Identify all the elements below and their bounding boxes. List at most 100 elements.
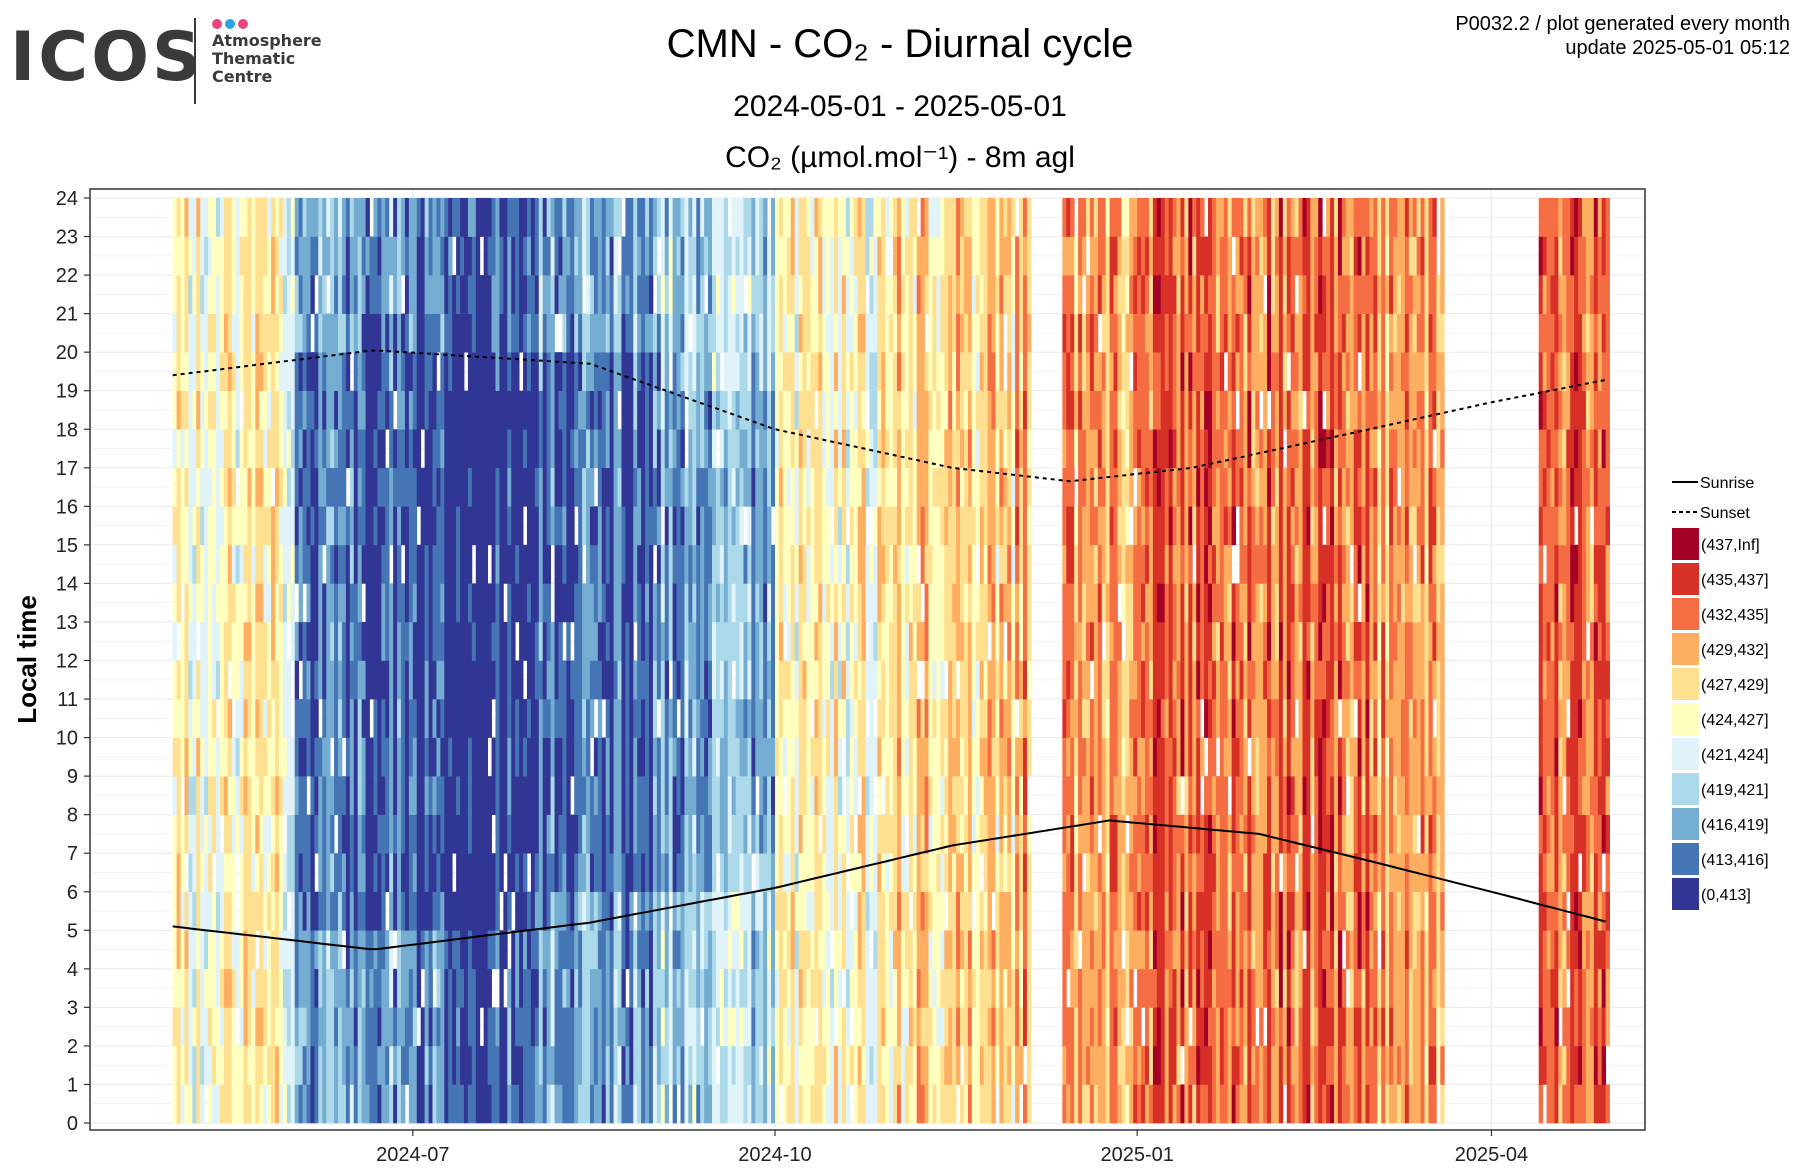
heatmap-cell: [519, 275, 524, 314]
heatmap-cell: [897, 737, 902, 777]
heatmap-cell: [759, 1045, 764, 1085]
heatmap-cell: [215, 660, 221, 700]
heatmap-cell: [743, 621, 748, 661]
heatmap-cell: [479, 968, 485, 1008]
heatmap-cell: [495, 930, 500, 970]
heatmap-cell: [503, 737, 508, 777]
heatmap-cell: [908, 583, 914, 623]
heatmap-cell: [645, 313, 650, 353]
heatmap-cell: [735, 621, 740, 661]
heatmap-cell: [802, 236, 807, 276]
heatmap-cell: [393, 544, 398, 584]
heatmap-cell: [582, 313, 587, 353]
heatmap-cell: [641, 313, 646, 353]
heatmap-cell: [782, 429, 788, 469]
heatmap-cell: [924, 776, 929, 815]
heatmap-cell: [586, 506, 591, 546]
heatmap-cell: [239, 660, 244, 700]
heatmap-cell: [196, 198, 201, 237]
heatmap-cell: [727, 737, 733, 777]
heatmap-cell: [845, 583, 851, 623]
heatmap-cell: [601, 313, 607, 353]
heatmap-cell: [948, 583, 953, 623]
heatmap-cell: [983, 891, 988, 931]
heatmap-cell: [692, 506, 697, 546]
heatmap-cell: [507, 198, 512, 237]
heatmap-cell: [578, 776, 583, 815]
heatmap-cell: [893, 621, 898, 661]
heatmap-cell: [794, 236, 800, 276]
heatmap-cell: [310, 737, 315, 777]
heatmap-cell: [558, 506, 563, 546]
heatmap-cell: [467, 467, 473, 507]
heatmap-cell: [428, 853, 433, 893]
heatmap-cell: [857, 429, 862, 469]
heatmap-cell: [782, 236, 788, 276]
heatmap-cell: [940, 891, 945, 931]
heatmap-cell: [345, 968, 351, 1008]
heatmap-cell: [208, 506, 213, 546]
heatmap-cell: [617, 660, 622, 700]
heatmap-cell: [956, 737, 961, 777]
heatmap-cell: [318, 506, 323, 546]
heatmap-cell: [227, 853, 233, 893]
heatmap-cell: [562, 968, 567, 1008]
heatmap-cell: [967, 737, 973, 777]
heatmap-cell: [243, 660, 248, 700]
heatmap-cell: [712, 390, 717, 430]
heatmap-cell: [377, 853, 382, 893]
heatmap-cell: [712, 198, 717, 237]
heatmap-cell: [424, 1045, 429, 1085]
heatmap-cell: [841, 198, 847, 237]
heatmap-cell: [227, 776, 233, 815]
heatmap-cell: [534, 853, 540, 893]
heatmap-cell: [735, 198, 740, 237]
heatmap-cell: [259, 968, 264, 1008]
heatmap-cell: [873, 891, 878, 931]
heatmap-cell: [247, 737, 252, 777]
heatmap-cell: [664, 930, 670, 970]
heatmap-cell: [684, 544, 689, 584]
heatmap-cell: [275, 390, 280, 430]
heatmap-cell: [192, 968, 197, 1008]
heatmap-cell: [582, 853, 587, 893]
heatmap-cell: [546, 660, 551, 700]
heatmap-cell: [463, 968, 469, 1008]
heatmap-cell: [983, 236, 988, 276]
heatmap-cell: [944, 313, 949, 353]
heatmap-cell: [794, 776, 800, 815]
heatmap-cell: [826, 737, 831, 777]
heatmap-cell: [566, 390, 571, 430]
heatmap-cell: [629, 544, 634, 584]
heatmap-cell: [652, 853, 658, 893]
heatmap-cell: [924, 1045, 929, 1085]
heatmap-cell: [735, 853, 740, 893]
heatmap-cell: [782, 352, 788, 392]
heatmap-cell: [338, 1045, 343, 1085]
heatmap-cell: [897, 1084, 902, 1124]
heatmap-cell: [802, 275, 807, 314]
heatmap-cell: [806, 660, 811, 700]
heatmap-cell: [700, 275, 705, 314]
heatmap-cell: [499, 275, 504, 314]
heatmap-cell: [467, 583, 473, 623]
heatmap-cell: [574, 660, 579, 700]
heatmap-cell: [263, 968, 268, 1008]
heatmap-cell: [278, 776, 284, 815]
heatmap-cell: [719, 1007, 725, 1047]
heatmap-cell: [436, 621, 441, 661]
heatmap-cell: [719, 506, 725, 546]
heatmap-cell: [763, 467, 768, 507]
heatmap-cell: [692, 198, 697, 237]
heatmap-cell: [349, 660, 355, 700]
heatmap-cell: [231, 467, 237, 507]
heatmap-cell: [440, 621, 445, 661]
heatmap-cell: [723, 1084, 729, 1124]
heatmap-cell: [263, 1045, 268, 1085]
heatmap-cell: [798, 699, 803, 738]
heatmap-cell: [212, 1007, 217, 1047]
heatmap-cell: [223, 352, 229, 392]
heatmap-cell: [755, 429, 760, 469]
heatmap-cell: [381, 1084, 386, 1124]
heatmap-cell: [613, 506, 618, 546]
